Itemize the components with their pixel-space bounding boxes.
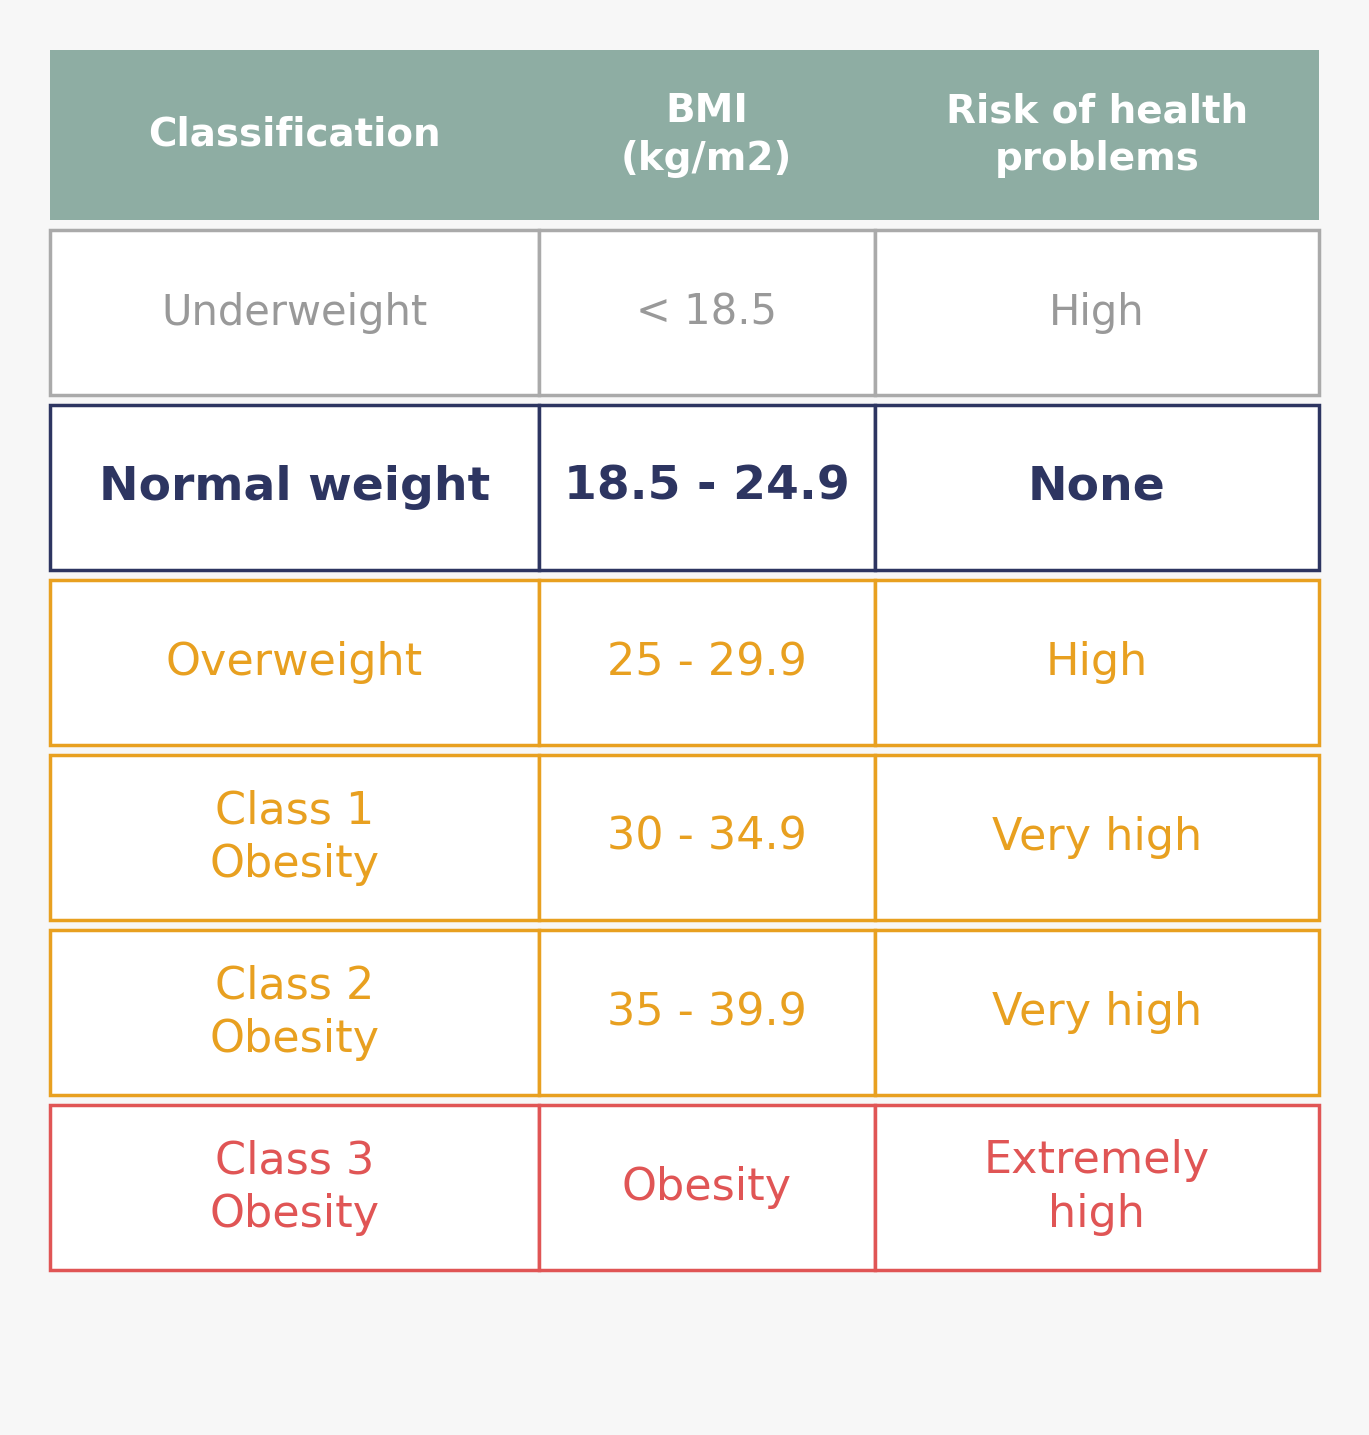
Text: Class 1
Obesity: Class 1 Obesity <box>209 789 379 885</box>
Bar <box>875 50 1318 220</box>
Text: Underweight: Underweight <box>162 291 427 333</box>
Text: Risk of health
problems: Risk of health problems <box>946 92 1249 178</box>
Text: 35 - 39.9: 35 - 39.9 <box>606 992 806 1035</box>
Bar <box>538 1105 875 1270</box>
Text: High: High <box>1046 641 1149 684</box>
Bar <box>538 930 875 1095</box>
Text: None: None <box>1028 465 1166 509</box>
Bar <box>538 50 875 220</box>
Bar <box>875 755 1318 920</box>
Bar <box>51 230 538 395</box>
Bar <box>875 930 1318 1095</box>
Text: 30 - 34.9: 30 - 34.9 <box>606 817 806 860</box>
Text: Classification: Classification <box>148 116 441 154</box>
Text: Obesity: Obesity <box>622 1167 791 1210</box>
Text: Extremely
high: Extremely high <box>984 1139 1210 1236</box>
Bar <box>875 405 1318 570</box>
Bar <box>538 755 875 920</box>
Text: 25 - 29.9: 25 - 29.9 <box>606 641 806 684</box>
Bar <box>51 755 538 920</box>
Bar <box>51 405 538 570</box>
Bar <box>51 1105 538 1270</box>
Bar <box>875 230 1318 395</box>
Text: High: High <box>1049 291 1144 333</box>
Bar <box>51 50 538 220</box>
Bar <box>51 930 538 1095</box>
Text: 18.5 - 24.9: 18.5 - 24.9 <box>564 465 850 509</box>
Text: Very high: Very high <box>993 817 1202 860</box>
Text: BMI
(kg/m2): BMI (kg/m2) <box>622 92 793 178</box>
Bar <box>875 1105 1318 1270</box>
Text: < 18.5: < 18.5 <box>637 291 778 333</box>
Text: Class 3
Obesity: Class 3 Obesity <box>209 1139 379 1236</box>
Text: Class 2
Obesity: Class 2 Obesity <box>209 964 379 1060</box>
Bar <box>538 405 875 570</box>
Text: Overweight: Overweight <box>166 641 423 684</box>
Text: Normal weight: Normal weight <box>99 465 490 509</box>
Bar <box>538 230 875 395</box>
Bar <box>875 580 1318 745</box>
Bar <box>538 580 875 745</box>
Bar <box>51 580 538 745</box>
Text: Very high: Very high <box>993 992 1202 1035</box>
